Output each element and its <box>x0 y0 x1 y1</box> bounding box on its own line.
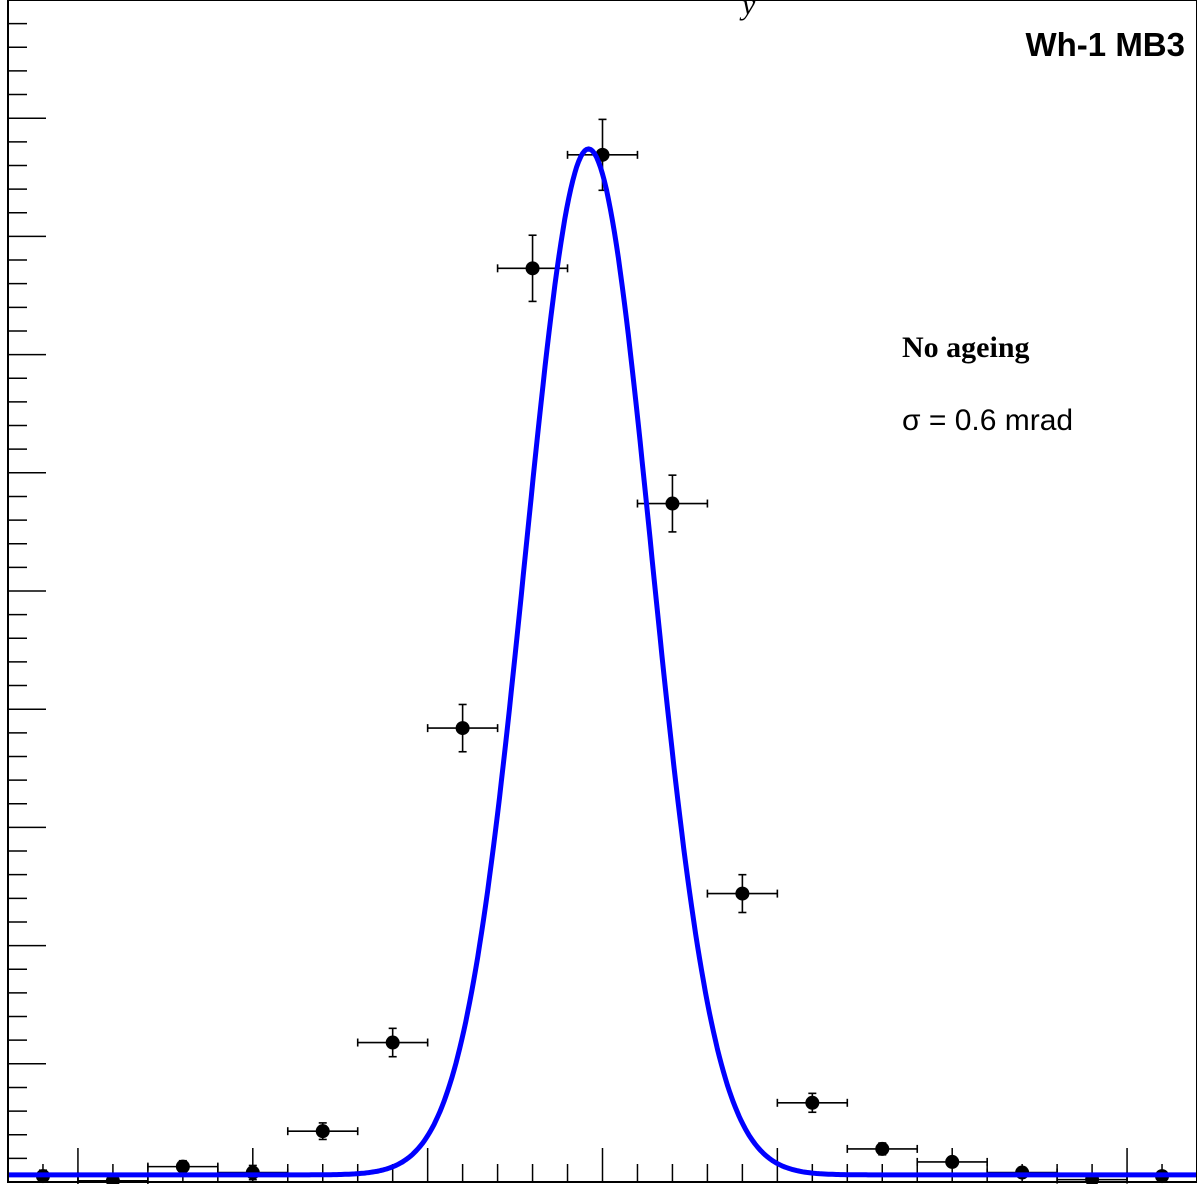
data-point <box>147 1159 219 1174</box>
data-point <box>706 873 779 914</box>
data-marker <box>945 1154 960 1169</box>
data-marker <box>385 1035 400 1050</box>
data-marker <box>665 496 680 511</box>
data-point <box>776 1092 849 1114</box>
data-marker <box>455 721 470 736</box>
annotation-sigma: σ = 0.6 mrad <box>902 404 1073 437</box>
data-marker <box>735 886 750 901</box>
data-point <box>846 1141 919 1156</box>
data-marker <box>175 1159 190 1174</box>
data-marker <box>315 1124 330 1139</box>
plot-frame <box>7 0 1197 1183</box>
data-marker <box>805 1095 820 1110</box>
data-marker <box>525 261 540 276</box>
chart-title-fragment: y <box>739 0 756 21</box>
data-point <box>916 1154 988 1169</box>
fit-curve <box>7 146 1197 1178</box>
data-point <box>426 703 499 753</box>
y-axis-ticks <box>8 0 46 1183</box>
data-point <box>356 1027 429 1058</box>
data-marker <box>875 1141 890 1156</box>
data-point <box>286 1122 359 1141</box>
data-point <box>636 474 709 533</box>
panel-label: Wh-1 MB3 <box>1026 26 1186 63</box>
annotation-no-ageing: No ageing <box>902 331 1030 364</box>
data-points <box>7 118 1197 1184</box>
